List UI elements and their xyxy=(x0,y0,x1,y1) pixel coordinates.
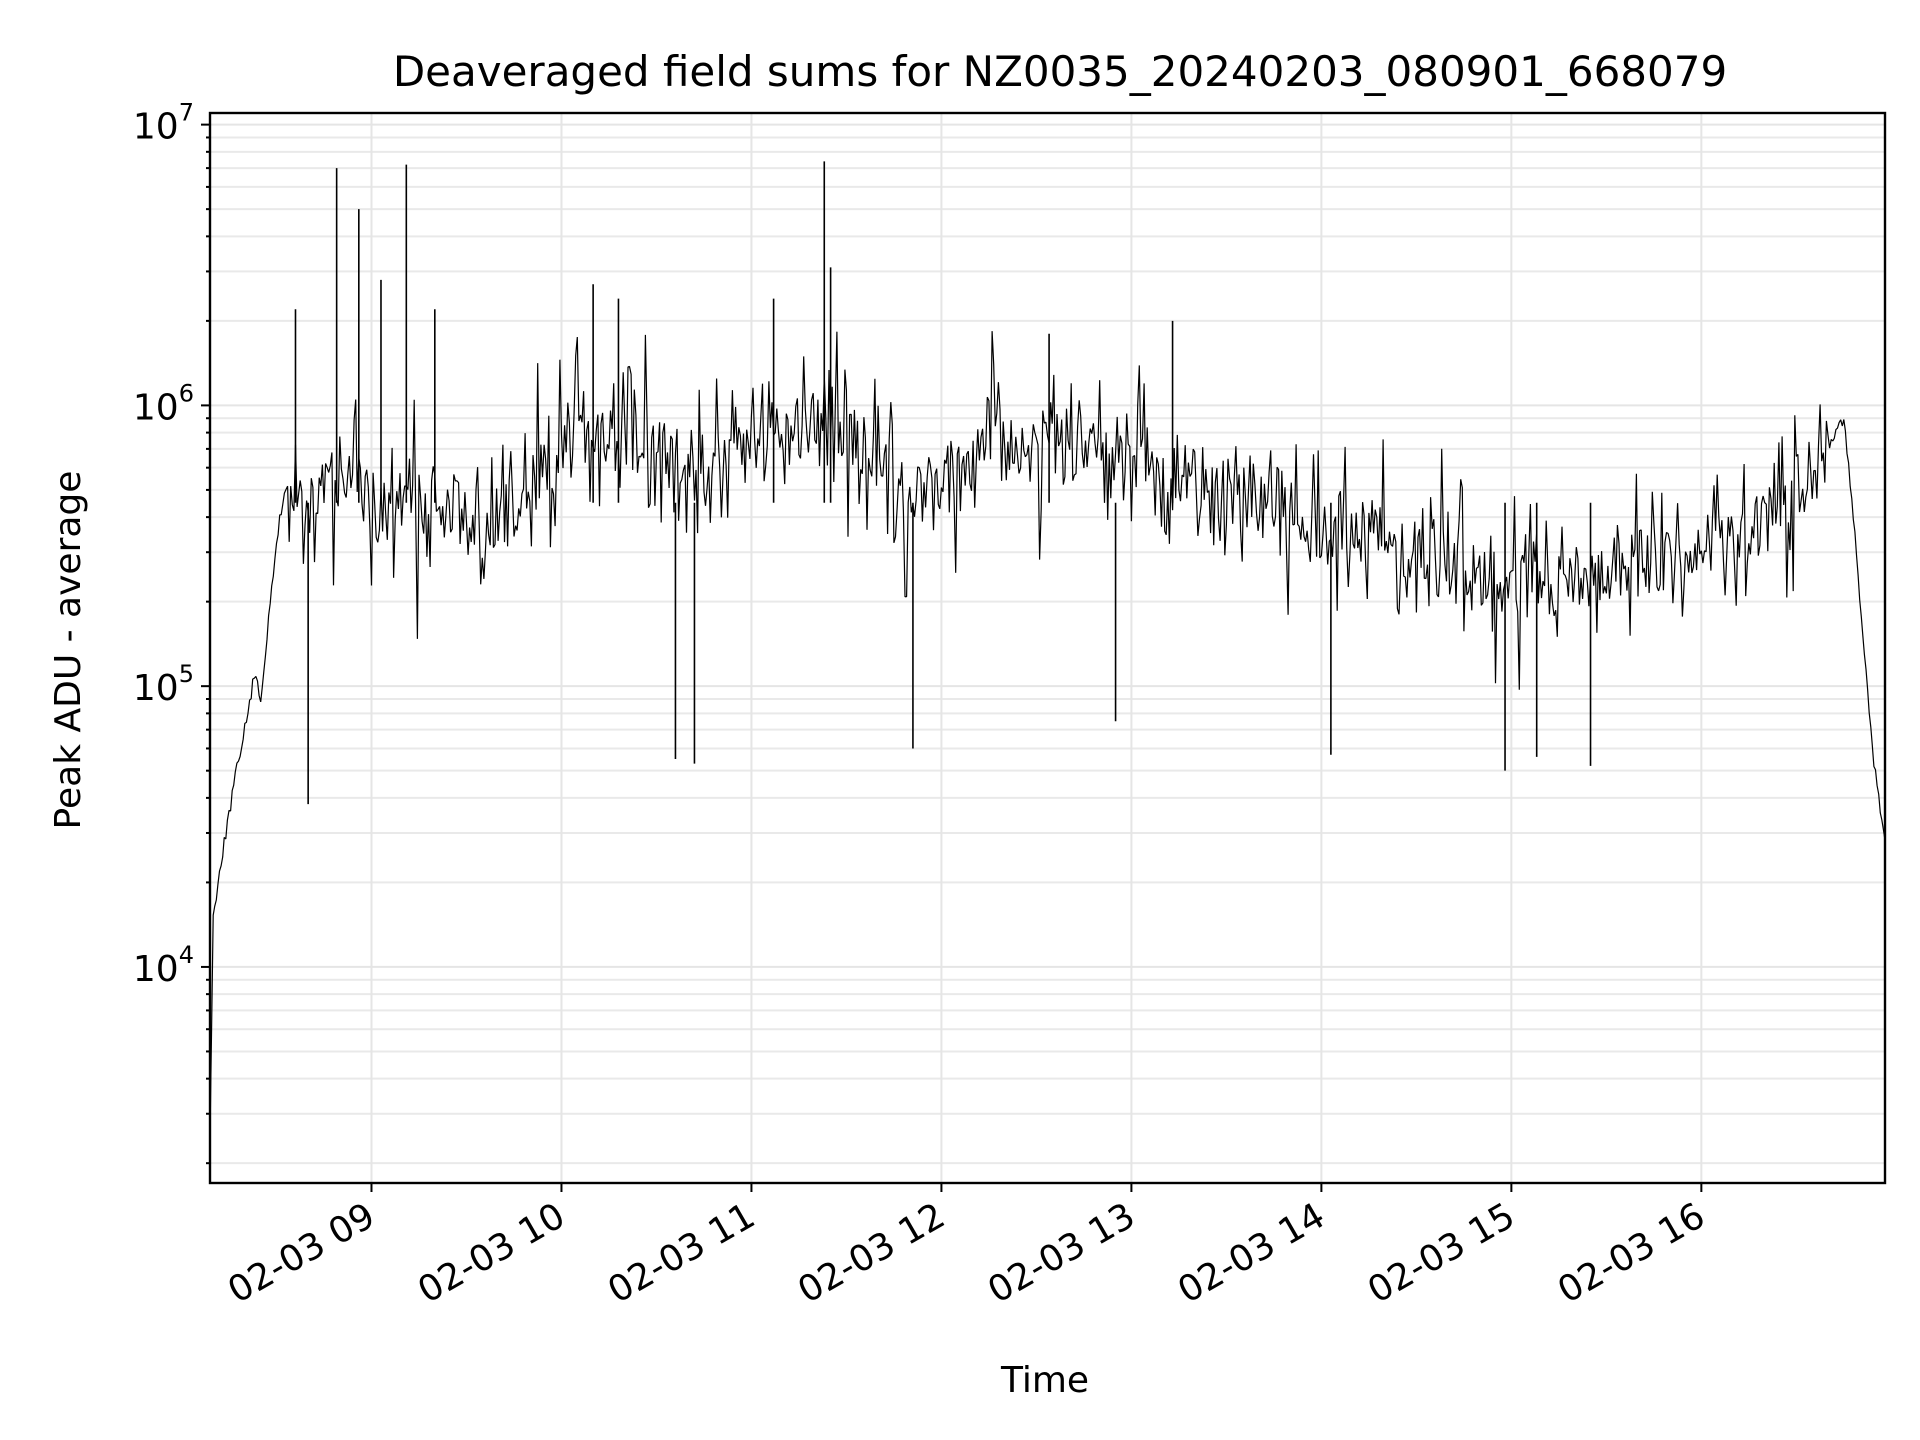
grid xyxy=(210,113,1885,1183)
series-line xyxy=(209,331,1886,1137)
data-series xyxy=(209,161,1886,1137)
y-tick-label: 106 xyxy=(133,379,194,428)
y-tick-label: 104 xyxy=(133,941,194,990)
x-axis-label: Time xyxy=(1000,1360,1089,1401)
chart-title: Deaveraged field sums for NZ0035_2024020… xyxy=(393,47,1727,96)
y-tick-label: 107 xyxy=(133,99,194,148)
plot-frame xyxy=(208,111,1887,1185)
y-tick-label: 105 xyxy=(133,660,194,709)
y-axis-label: Peak ADU - average xyxy=(48,471,89,830)
y-axis: 104 105 106 107 xyxy=(133,99,210,1165)
